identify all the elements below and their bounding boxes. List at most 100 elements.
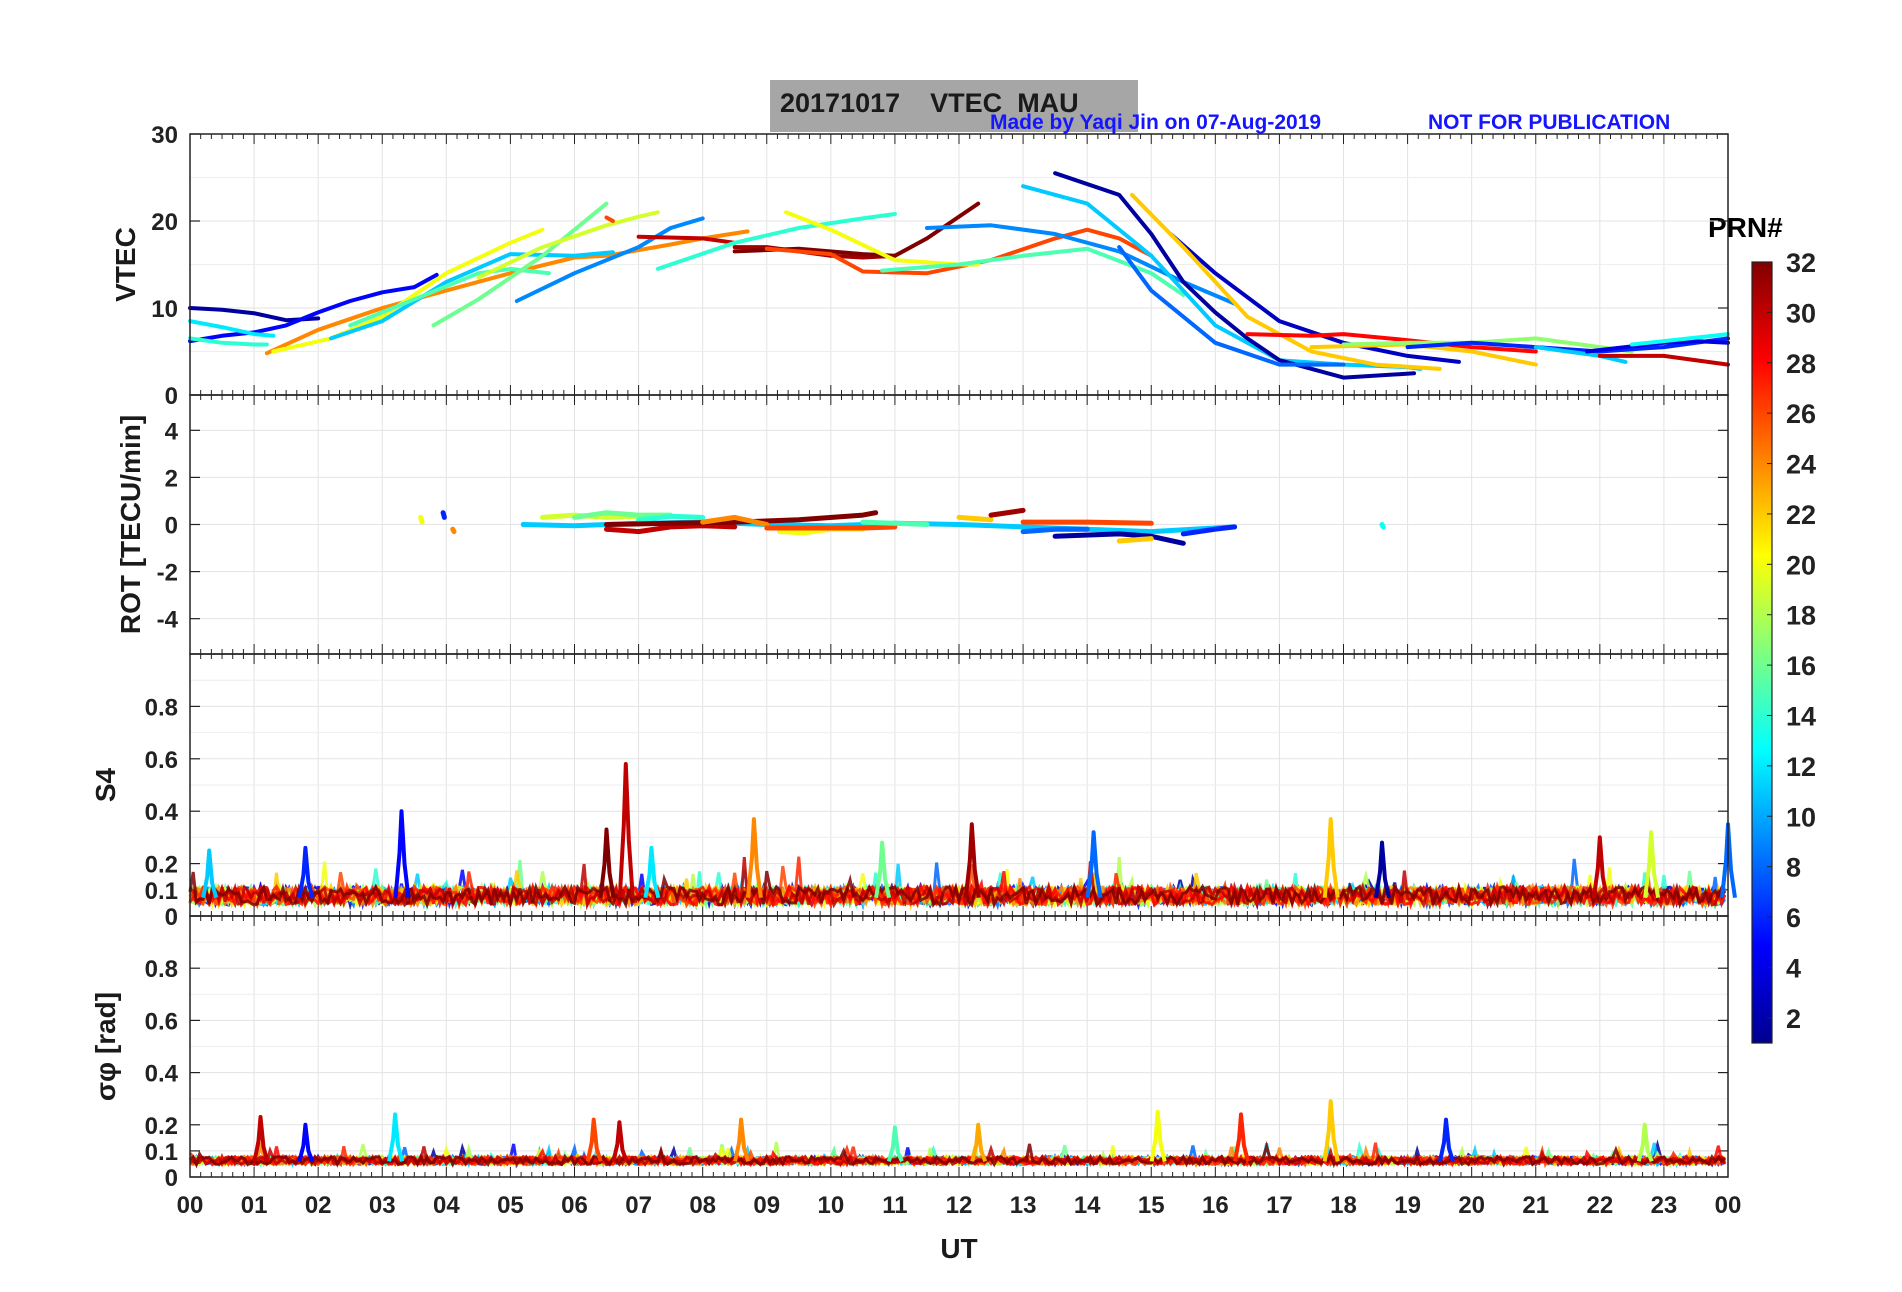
series-line-prn-6 <box>1405 336 1730 354</box>
x-tick-label: 06 <box>561 1192 588 1219</box>
y-tick-label: 20 <box>151 209 178 236</box>
not-for-publication-text: NOT FOR PUBLICATION <box>1428 111 1671 134</box>
y-tick-label: 0 <box>165 1165 178 1192</box>
y-axis-label-vtec: VTEC <box>110 227 141 302</box>
colorbar-tick-label: 16 <box>1786 651 1816 681</box>
spike-prn-32 <box>598 827 616 899</box>
spike-prn-24 <box>745 817 763 898</box>
y-tick-label: 0.2 <box>145 1113 178 1140</box>
series-group-s4 <box>188 762 1737 911</box>
spike-prn-22 <box>1322 817 1340 898</box>
axes-frame-sigma_phi <box>189 915 1729 1178</box>
spike-prn-30 <box>1591 835 1609 899</box>
spike-prn-2 <box>1374 840 1391 899</box>
title-date: 20171017 <box>780 88 901 118</box>
series-line-prn-30 <box>604 523 738 535</box>
series-group-sigma_phi <box>188 1099 1727 1169</box>
y-tick-label: 0.4 <box>145 799 179 826</box>
spike-prn-12 <box>387 1112 405 1162</box>
noise-trace-prn-32 <box>188 870 1727 911</box>
spike-prn-6 <box>1438 1117 1455 1162</box>
series-line-prn-30 <box>1597 353 1730 367</box>
spike-prn-15 <box>886 1125 904 1163</box>
x-axis: 00 01 02 03 04 05 06 07 08 09 10 11 12 13 14 15 16 17 18 19… <box>177 1192 1742 1264</box>
series-line-prn-14 <box>636 513 706 523</box>
spike-prn-5 <box>393 809 411 898</box>
x-tick-label: 07 <box>625 1192 652 1219</box>
colorbar-tick-label: 20 <box>1786 550 1816 580</box>
spike-prn-11 <box>201 848 219 899</box>
series-line-prn-31 <box>988 507 1026 518</box>
colorbar-tick-label: 4 <box>1786 953 1801 983</box>
spike-prn-24 <box>733 1117 751 1162</box>
series-line-prn-13 <box>1629 332 1730 347</box>
colorbar-tick-label: 22 <box>1786 500 1816 530</box>
series-line-prn-30 <box>636 234 737 245</box>
colorbar-tick-label: 14 <box>1786 701 1816 731</box>
x-tick-label: 05 <box>497 1192 524 1219</box>
spike-prn-26 <box>585 1117 603 1162</box>
series-line-prn-24 <box>264 229 750 356</box>
panel-rot: -4 -2 0 2 4 ROT [TECU/min] <box>115 394 1729 655</box>
series-line-prn-16 <box>572 510 674 520</box>
y-tick-label: 0.8 <box>145 694 178 721</box>
x-tick-label: 21 <box>1522 1192 1549 1219</box>
spike-prn-30 <box>611 1120 629 1162</box>
colorbar-tick-label: 10 <box>1786 802 1816 832</box>
y-tick-label: 0.6 <box>145 747 178 774</box>
series-line-prn-11 <box>329 250 615 341</box>
spike-prn-23 <box>970 1122 988 1163</box>
series-line-prn-26 <box>1020 519 1154 526</box>
spike-prn-12 <box>643 845 661 899</box>
title-station: MAU <box>1017 88 1079 118</box>
series-line-prn-26 <box>604 215 615 223</box>
series-line-prn-3 <box>1168 232 1461 364</box>
y-tick-label: -2 <box>157 560 178 587</box>
x-tick-label: 01 <box>241 1192 268 1219</box>
x-tick-label: 10 <box>817 1192 844 1219</box>
spike-prn-5 <box>297 1122 315 1163</box>
spike-prn-31 <box>963 822 981 898</box>
credit-text: Made by Yaqi Jin on 07-Aug-2019 <box>990 111 1322 134</box>
spike-prn-18 <box>1636 1122 1654 1163</box>
panel-vtec: 0 10 20 30 VTEC <box>110 122 1730 410</box>
x-tick-label: 16 <box>1202 1192 1229 1219</box>
series-line-prn-6 <box>1180 524 1238 537</box>
y-axis-label-s4: S4 <box>90 767 121 802</box>
y-tick-label: 0.1 <box>145 1139 178 1166</box>
series-line-prn-24 <box>700 514 770 527</box>
colorbar-tick-label: 8 <box>1786 853 1801 883</box>
y-tick-label: 0 <box>165 383 178 410</box>
spike-prn-16 <box>874 840 892 899</box>
x-tick-label: 19 <box>1394 1192 1421 1219</box>
spike-prn-8 <box>1085 830 1103 899</box>
spike-prn-20 <box>1149 1109 1167 1162</box>
series-line-prn-20 <box>271 227 545 354</box>
y-tick-label: 0 <box>165 904 178 931</box>
colorbar-tick-label: 28 <box>1786 349 1816 379</box>
x-tick-label: 00 <box>177 1192 204 1219</box>
x-tick-label: 03 <box>369 1192 396 1219</box>
y-tick-label: 30 <box>151 122 178 149</box>
series-line-prn-22 <box>1116 536 1154 544</box>
spike-prn-19 <box>1643 830 1661 899</box>
y-tick-label: 0.8 <box>145 956 178 983</box>
x-tick-label: 02 <box>305 1192 332 1219</box>
series-line-prn-9 <box>925 223 1237 306</box>
x-tick-label: 09 <box>753 1192 780 1219</box>
colorbar-tick-label: 32 <box>1786 248 1816 278</box>
series-group-vtec <box>188 171 1730 380</box>
colorbar-label: PRN# <box>1708 212 1783 243</box>
x-tick-label: 17 <box>1266 1192 1293 1219</box>
y-tick-label: 4 <box>165 418 179 445</box>
y-tick-label: 0 <box>165 513 178 540</box>
x-tick-label: 04 <box>433 1192 460 1219</box>
x-tick-label: 13 <box>1010 1192 1037 1219</box>
panel-sigma_phi: 00.10.2 0.4 0.6 0.8 σφ [rad] <box>90 915 1729 1192</box>
colorbar-tick-label: 24 <box>1786 450 1816 480</box>
x-tick-label: 11 <box>882 1192 907 1219</box>
chart-title: 20171017 VTEC MAU <box>780 88 1079 119</box>
y-tick-label: 0.1 <box>145 878 178 905</box>
